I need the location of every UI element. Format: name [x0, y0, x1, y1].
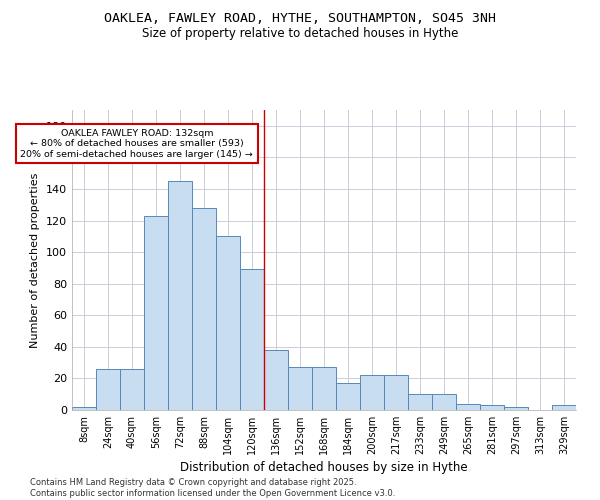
Bar	[480, 406, 504, 410]
Bar	[120, 369, 144, 410]
Bar	[288, 368, 312, 410]
Text: OAKLEA FAWLEY ROAD: 132sqm
← 80% of detached houses are smaller (593)
20% of sem: OAKLEA FAWLEY ROAD: 132sqm ← 80% of deta…	[20, 129, 253, 158]
Bar	[552, 406, 576, 410]
Bar	[384, 376, 408, 410]
Text: Contains HM Land Registry data © Crown copyright and database right 2025.
Contai: Contains HM Land Registry data © Crown c…	[30, 478, 395, 498]
Text: Size of property relative to detached houses in Hythe: Size of property relative to detached ho…	[142, 28, 458, 40]
Bar	[312, 368, 336, 410]
Bar	[360, 376, 384, 410]
X-axis label: Distribution of detached houses by size in Hythe: Distribution of detached houses by size …	[180, 461, 468, 474]
Bar	[432, 394, 456, 410]
Y-axis label: Number of detached properties: Number of detached properties	[31, 172, 40, 348]
Text: OAKLEA, FAWLEY ROAD, HYTHE, SOUTHAMPTON, SO45 3NH: OAKLEA, FAWLEY ROAD, HYTHE, SOUTHAMPTON,…	[104, 12, 496, 26]
Bar	[168, 181, 192, 410]
Bar	[456, 404, 480, 410]
Bar	[408, 394, 432, 410]
Bar	[72, 407, 96, 410]
Bar	[504, 407, 528, 410]
Bar	[96, 369, 120, 410]
Bar	[192, 208, 216, 410]
Bar	[240, 270, 264, 410]
Bar	[264, 350, 288, 410]
Bar	[144, 216, 168, 410]
Bar	[336, 383, 360, 410]
Bar	[216, 236, 240, 410]
